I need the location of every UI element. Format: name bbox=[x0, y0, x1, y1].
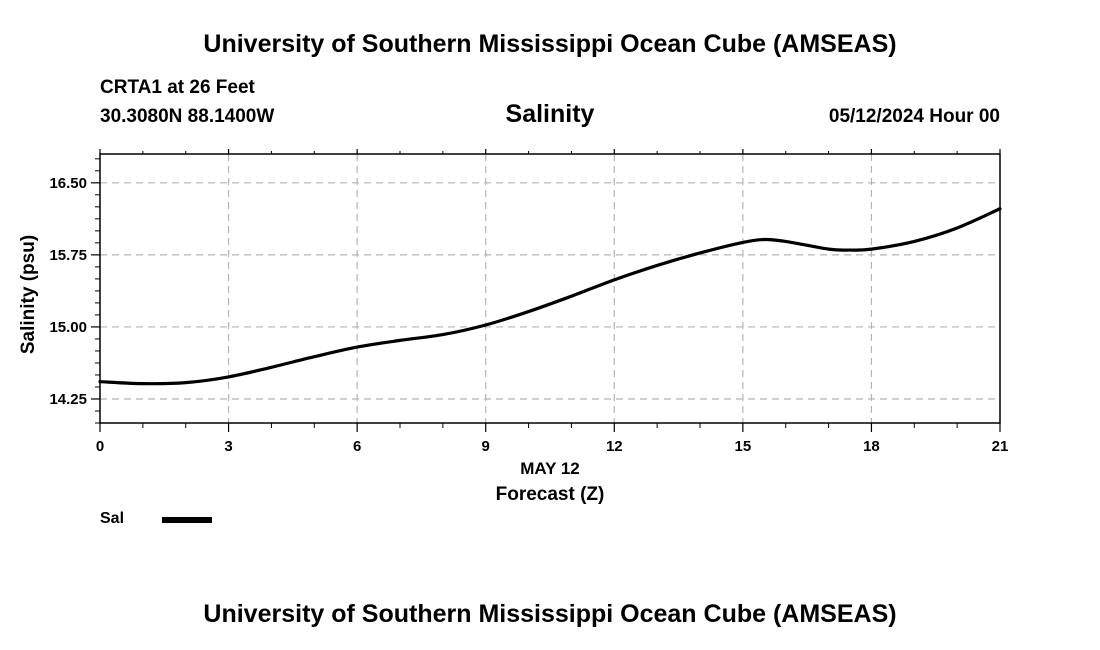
x-tick-label: 12 bbox=[606, 438, 623, 455]
x-tick-label: 15 bbox=[735, 438, 752, 455]
x-tick-label: 0 bbox=[96, 438, 104, 455]
y-tick-label: 15.75 bbox=[49, 247, 87, 264]
bottom-title: University of Southern Mississippi Ocean… bbox=[203, 600, 897, 628]
legend-line-swatch bbox=[162, 517, 212, 523]
x-tick-label: 3 bbox=[224, 438, 232, 455]
y-tick-label: 16.50 bbox=[49, 175, 87, 192]
x-tick-label: 6 bbox=[353, 438, 361, 455]
station-coordinates: 30.3080N 88.1400W bbox=[100, 106, 275, 127]
x-tick-label: 21 bbox=[992, 438, 1009, 455]
chart-title: Salinity bbox=[505, 100, 595, 128]
tick-labels: 0 3 6 9 12 15 18 21 14.25 15.00 15.75 16.50 bbox=[49, 175, 1008, 455]
y-axis-label: Salinity (psu) bbox=[18, 235, 39, 354]
x-axis-label: Forecast (Z) bbox=[496, 484, 605, 505]
station-label: CRTA1 at 26 Feet bbox=[100, 77, 255, 98]
y-tick-label: 14.25 bbox=[49, 391, 87, 408]
x-tick-label: 9 bbox=[482, 438, 490, 455]
top-title: University of Southern Mississippi Ocean… bbox=[203, 30, 897, 58]
grid-lines bbox=[100, 154, 1000, 423]
forecast-datetime: 05/12/2024 Hour 00 bbox=[828, 106, 1000, 127]
plot-frame bbox=[99, 153, 1001, 424]
axis-ticks bbox=[91, 149, 1001, 432]
y-tick-label: 15.00 bbox=[49, 319, 87, 336]
x-axis-date-label: MAY 12 bbox=[520, 459, 580, 478]
series-layer bbox=[98, 207, 1002, 386]
x-tick-label: 18 bbox=[863, 438, 880, 455]
series-line-sal bbox=[98, 207, 1002, 386]
legend-label: Sal bbox=[100, 510, 125, 527]
